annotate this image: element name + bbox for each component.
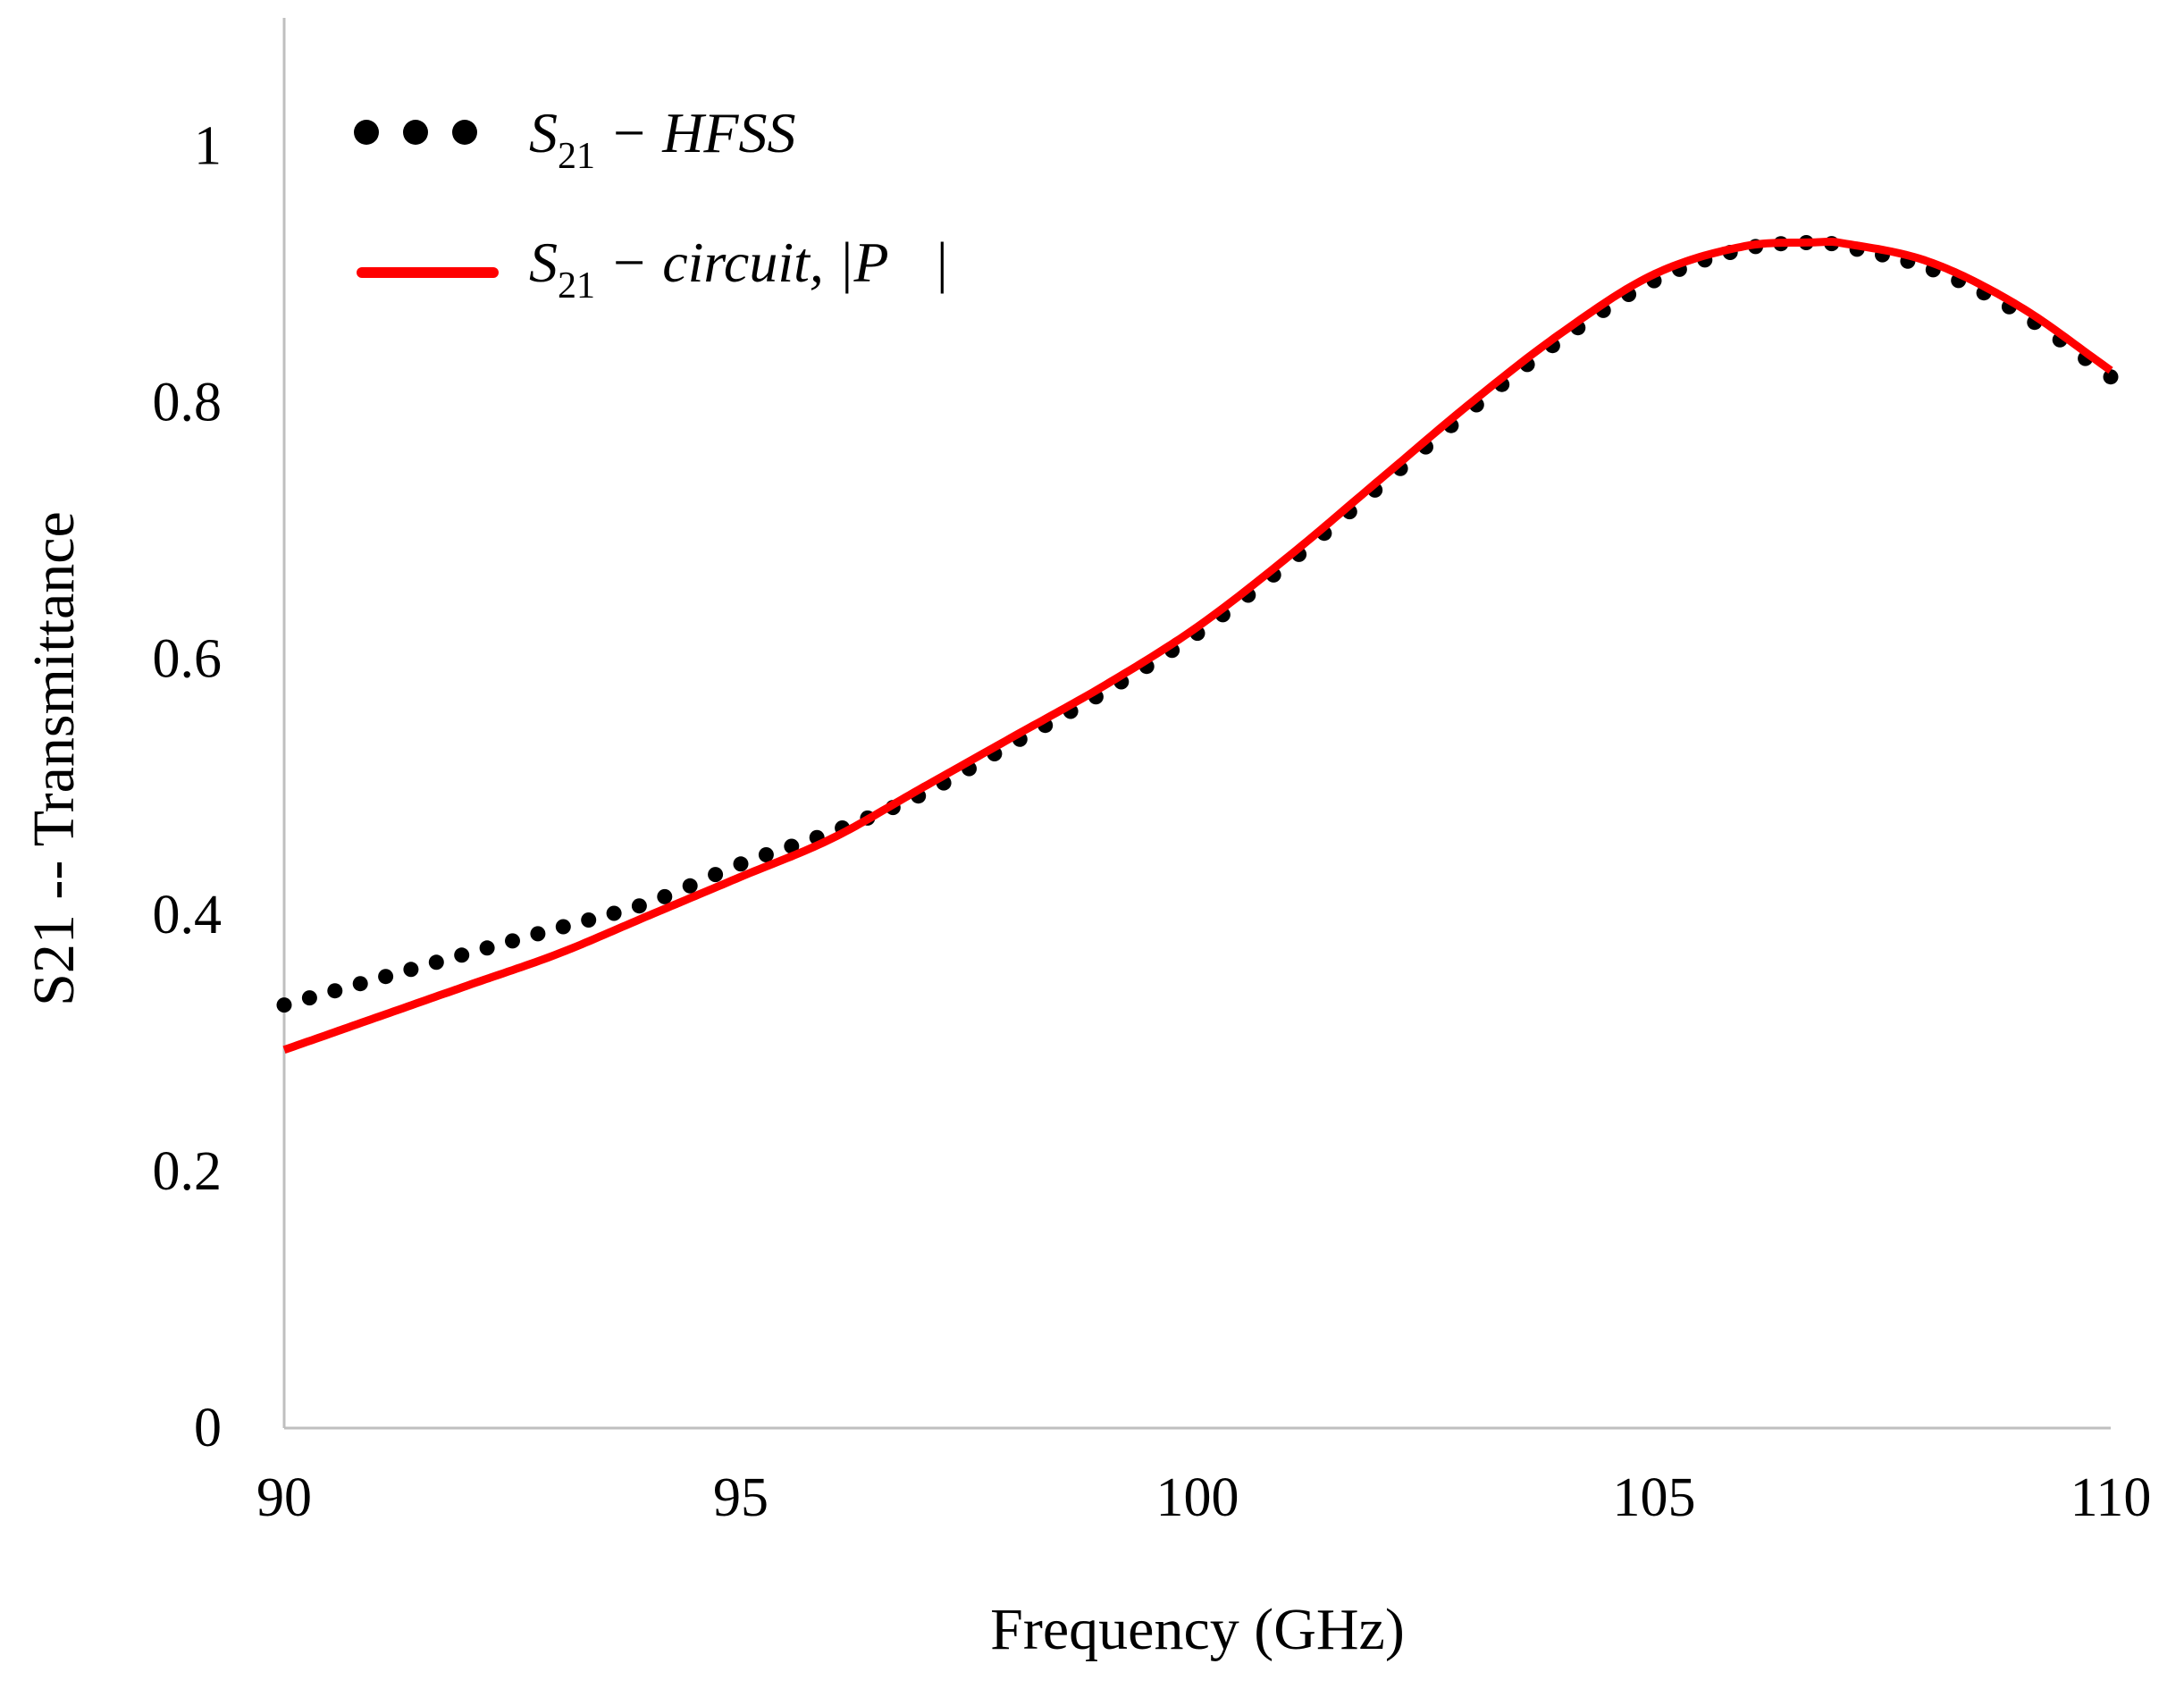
legend-label-circuit: S21 − circuit, |P⃗| — [529, 231, 949, 307]
legend-label-circuit-rest: − circuit, |P⃗| — [595, 231, 949, 294]
x-tick-label: 110 — [2071, 1467, 2152, 1528]
legend-label-hfss: S21 − HFSS — [529, 101, 796, 177]
x-tick-labels: 90 95 100 105 110 — [256, 1467, 2151, 1528]
legend-dot — [354, 120, 379, 145]
legend-label-circuit-sub: 21 — [558, 265, 595, 307]
series-dot-hfss — [606, 905, 622, 921]
series-dot-hfss — [581, 912, 597, 928]
legend-label-circuit-base: S — [529, 231, 558, 294]
series-dot-hfss — [403, 962, 419, 978]
series-dot-hfss — [479, 940, 495, 956]
x-tick-label: 90 — [256, 1467, 312, 1528]
series-dot-hfss — [352, 976, 368, 992]
legend-dot — [403, 120, 428, 145]
series-layer — [276, 235, 2119, 1055]
legend-dot — [452, 120, 477, 145]
x-tick-label: 95 — [713, 1467, 769, 1528]
series-dot-hfss — [428, 954, 444, 971]
series-dot-hfss — [631, 898, 647, 914]
y-tick-label: 0 — [194, 1398, 222, 1458]
series-dot-hfss — [454, 947, 470, 963]
series-dot-hfss — [784, 838, 800, 854]
legend-swatch-hfss — [354, 120, 477, 145]
series-dot-hfss — [505, 933, 520, 949]
x-tick-label: 105 — [1613, 1467, 1696, 1528]
y-tick-label: 1 — [194, 115, 222, 176]
legend-label-hfss-base: S — [529, 101, 558, 164]
series-1 — [282, 238, 2113, 1055]
y-tick-labels: 0 0.2 0.4 0.6 0.8 1 — [153, 115, 223, 1458]
x-tick-label: 100 — [1156, 1467, 1239, 1528]
y-tick-label: 0.6 — [153, 628, 223, 689]
series-dot-hfss — [682, 878, 698, 894]
series-dot-hfss — [555, 919, 571, 935]
series-dot-hfss — [301, 990, 317, 1006]
series-dot-hfss — [657, 888, 673, 904]
series-dot-hfss — [378, 969, 394, 985]
y-tick-label: 0.4 — [153, 885, 223, 945]
x-axis-title: Frequency (GHz) — [990, 1597, 1405, 1662]
legend-label-hfss-rest: − HFSS — [595, 101, 796, 164]
y-axis-title: S21 -- Transmittance — [21, 511, 87, 1006]
series-dot-hfss — [708, 867, 724, 883]
legend-item-hfss: S21 − HFSS — [354, 101, 796, 177]
legend-label-hfss-sub: 21 — [558, 136, 595, 177]
legend: S21 − HFSS S21 − circuit, |P⃗| — [354, 101, 949, 307]
series-dot-hfss — [2103, 369, 2119, 385]
y-tick-label: 0.2 — [153, 1141, 223, 1202]
axes — [282, 18, 2111, 1430]
series-line-circuit — [282, 238, 2113, 1055]
series-dot-hfss — [327, 983, 343, 999]
series-dot-hfss — [758, 847, 774, 862]
series-dot-hfss — [530, 926, 546, 942]
series-dot-hfss — [276, 997, 292, 1013]
series-dot-hfss — [733, 856, 749, 872]
legend-item-circuit: S21 − circuit, |P⃗| — [357, 231, 949, 307]
y-tick-label: 0.8 — [153, 372, 223, 433]
